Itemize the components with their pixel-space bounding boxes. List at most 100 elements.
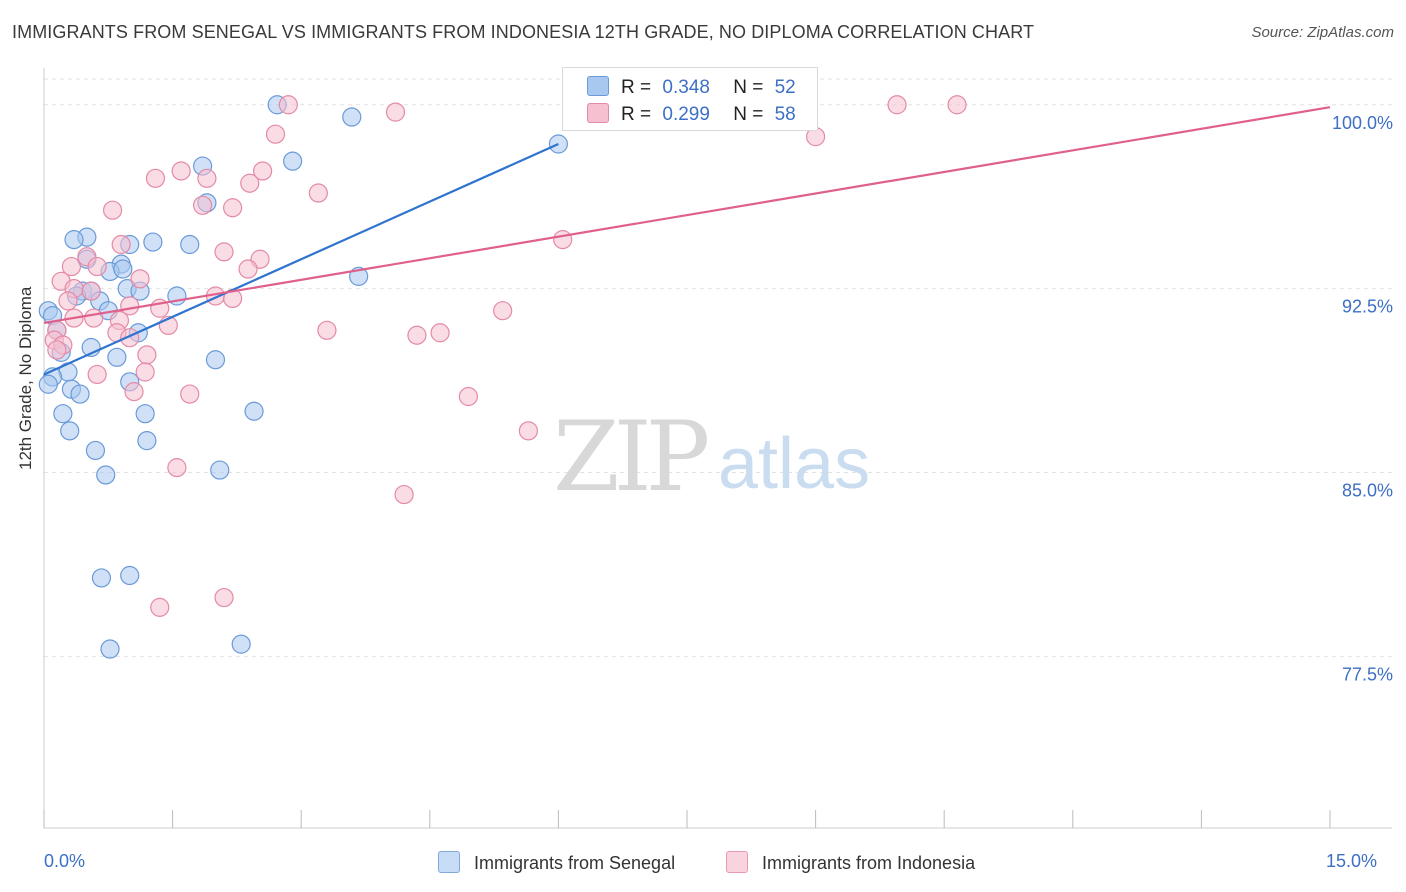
indonesia-point — [238, 259, 258, 279]
indonesia-point — [308, 183, 328, 203]
senegal-point — [70, 384, 90, 404]
indonesia-point — [265, 124, 286, 144]
correlation-legend: R = 0.348 N = 52 R = 0.299 N = 58 — [562, 67, 818, 131]
indonesia-point — [240, 173, 260, 193]
indonesia-n-label: N = — [733, 104, 764, 125]
chart-title: IMMIGRANTS FROM SENEGAL VS IMMIGRANTS FR… — [12, 22, 1035, 42]
source-note: Source: ZipAtlas.com — [1251, 24, 1394, 41]
indonesia-point — [197, 168, 217, 188]
watermark-atlas: atlas — [718, 424, 870, 504]
indonesia-point — [180, 384, 200, 404]
trend-lines — [43, 106, 1331, 376]
indonesia-point — [47, 340, 67, 360]
senegal-point — [180, 234, 200, 255]
indonesia-point — [553, 230, 573, 250]
indonesia-point — [947, 95, 967, 115]
indonesia-point — [317, 320, 337, 340]
indonesia-point — [61, 256, 82, 277]
indonesia-n-value: 58 — [774, 104, 796, 125]
senegal-point — [113, 259, 133, 279]
indonesia-point — [58, 291, 78, 311]
senegal-point — [107, 347, 127, 367]
legend-row-indonesia: R = 0.299 N = 58 — [587, 103, 796, 125]
legend-item-indonesia: Immigrants from Indonesia — [726, 851, 975, 874]
senegal-point — [100, 639, 120, 659]
indonesia-swatch — [587, 103, 609, 123]
y-axis-label: 12th Grade, No Diploma — [16, 286, 35, 470]
indonesia-legend-label: Immigrants from Indonesia — [762, 853, 976, 873]
y-tick-label: 92.5% — [1342, 297, 1393, 317]
senegal-trend-line — [43, 142, 559, 376]
indonesia-point — [135, 362, 155, 382]
indonesia-point — [81, 281, 101, 301]
indonesia-legend-swatch — [726, 851, 748, 873]
indonesia-point — [193, 195, 213, 215]
senegal-r-label: R = — [621, 77, 652, 98]
senegal-point — [120, 565, 140, 586]
senegal-point — [231, 634, 251, 654]
indonesia-point — [171, 161, 191, 181]
indonesia-point — [102, 200, 123, 220]
senegal-point — [38, 374, 58, 394]
indonesia-trend-line — [43, 106, 1331, 325]
senegal-legend-swatch — [438, 851, 460, 873]
legend-row-senegal: R = 0.348 N = 52 — [587, 76, 796, 98]
indonesia-point — [223, 198, 243, 218]
indonesia-point — [167, 458, 187, 478]
indonesia-point — [87, 256, 107, 277]
axes — [43, 68, 1392, 829]
senegal-point — [91, 568, 112, 588]
senegal-point — [342, 107, 362, 127]
indonesia-r-label: R = — [621, 104, 652, 125]
senegal-n-label: N = — [733, 77, 764, 98]
senegal-point — [244, 401, 264, 421]
indonesia-r-value: 0.299 — [662, 104, 710, 125]
senegal-point — [205, 350, 226, 370]
legend-item-senegal: Immigrants from Senegal — [438, 851, 675, 874]
y-tick-labels: 77.5% 85.0% 92.5% 100.0% — [1332, 113, 1393, 685]
indonesia-point — [278, 95, 298, 115]
watermark: ZIP atlas — [553, 401, 870, 513]
senegal-point — [143, 232, 163, 252]
indonesia-point — [137, 345, 157, 365]
watermark-zip: ZIP — [553, 401, 708, 513]
y-tick-label: 85.0% — [1342, 481, 1393, 501]
senegal-swatch — [587, 76, 609, 96]
indonesia-point — [130, 269, 150, 289]
x-tick-label-min: 0.0% — [44, 851, 86, 871]
grid-lines — [44, 78, 1392, 657]
indonesia-point — [385, 102, 406, 122]
indonesia-point — [394, 484, 414, 505]
senegal-points — [38, 95, 569, 659]
senegal-point — [60, 421, 80, 441]
indonesia-points — [44, 95, 967, 617]
senegal-point — [135, 404, 155, 424]
indonesia-point — [253, 161, 273, 181]
indonesia-point — [150, 597, 170, 617]
indonesia-point — [493, 301, 513, 321]
y-tick-label: 77.5% — [1342, 664, 1393, 684]
senegal-point — [96, 465, 116, 485]
senegal-point — [137, 431, 157, 451]
indonesia-point — [887, 95, 907, 115]
indonesia-point — [145, 168, 166, 188]
indonesia-point — [458, 386, 478, 407]
indonesia-point — [87, 364, 107, 385]
senegal-point — [85, 440, 106, 461]
indonesia-point — [430, 323, 450, 343]
y-tick-label: 100.0% — [1332, 113, 1393, 133]
x-tick-label-max: 15.0% — [1326, 851, 1378, 871]
senegal-legend-label: Immigrants from Senegal — [474, 853, 676, 873]
senegal-point — [210, 460, 230, 480]
senegal-point — [64, 230, 84, 250]
indonesia-point — [111, 234, 131, 255]
indonesia-point — [214, 587, 234, 608]
senegal-n-value: 52 — [774, 77, 796, 98]
indonesia-point — [84, 308, 104, 328]
indonesia-point — [214, 242, 234, 262]
indonesia-point — [407, 325, 427, 345]
indonesia-point — [518, 421, 538, 441]
senegal-point — [53, 404, 73, 424]
senegal-r-value: 0.348 — [662, 77, 710, 98]
